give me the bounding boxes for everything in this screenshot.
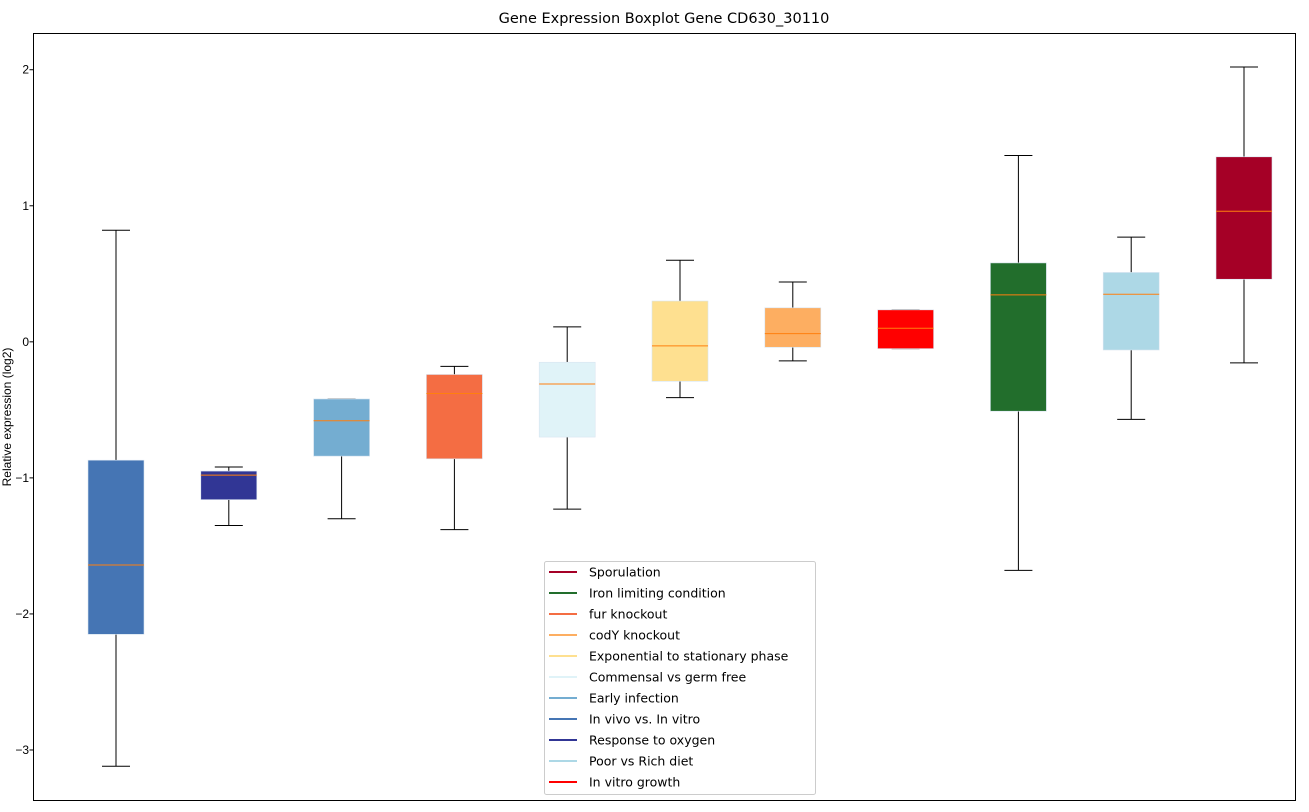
legend-label: Poor vs Rich diet xyxy=(589,754,693,769)
legend-label: Commensal vs germ free xyxy=(589,670,746,685)
box-body xyxy=(1102,272,1160,351)
legend: Sporulation Iron limiting condition fur kn… xyxy=(544,561,816,795)
legend-frame xyxy=(544,561,816,795)
box-iron-limiting-condition xyxy=(990,154,1047,571)
legend-label: codY knockout xyxy=(589,628,680,643)
legend-label: Response to oxygen xyxy=(589,733,715,748)
box-early-infection xyxy=(313,398,370,520)
legend-label: fur knockout xyxy=(589,607,667,622)
legend-label: Early infection xyxy=(589,691,679,706)
box-body xyxy=(651,300,709,382)
box-cody-knockout xyxy=(764,281,822,362)
y-tick-label: 2 xyxy=(22,63,29,77)
plot-frame xyxy=(33,33,1296,801)
legend-label: In vitro growth xyxy=(589,775,680,790)
legend-label: Exponential to stationary phase xyxy=(589,649,789,664)
box-body xyxy=(313,398,370,457)
box-poor-vs-rich-diet xyxy=(1102,236,1160,420)
box-body xyxy=(877,309,934,349)
y-tick-label: −1 xyxy=(15,471,29,485)
box-in-vitro-growth xyxy=(877,309,934,350)
box-body xyxy=(990,262,1047,412)
box-body xyxy=(1215,156,1273,280)
y-tick-label: −3 xyxy=(15,743,29,757)
y-axis-label: Relative expression (log2) xyxy=(0,348,14,487)
box-sporulation xyxy=(1215,66,1273,364)
legend-label: In vivo vs. In vitro xyxy=(589,712,700,727)
box-exponential-to-stationary-phase xyxy=(651,259,709,399)
box-in-vivo-vs-in-vitro xyxy=(87,229,145,767)
y-tick-label: −2 xyxy=(15,607,29,621)
box-body xyxy=(200,470,258,500)
legend-label: Iron limiting condition xyxy=(589,586,726,601)
box-body xyxy=(764,307,822,348)
y-tick-label: 1 xyxy=(22,199,29,213)
box-commensal-vs-germ-free xyxy=(538,326,596,510)
box-response-to-oxygen xyxy=(200,466,258,526)
box-body xyxy=(538,361,596,438)
legend-label: Sporulation xyxy=(589,565,661,580)
box-body xyxy=(87,459,145,635)
chart-title: Gene Expression Boxplot Gene CD630_30110 xyxy=(499,11,830,27)
y-tick-label: 0 xyxy=(22,335,29,349)
box-body xyxy=(426,374,483,460)
box-fur-knockout xyxy=(426,365,483,531)
